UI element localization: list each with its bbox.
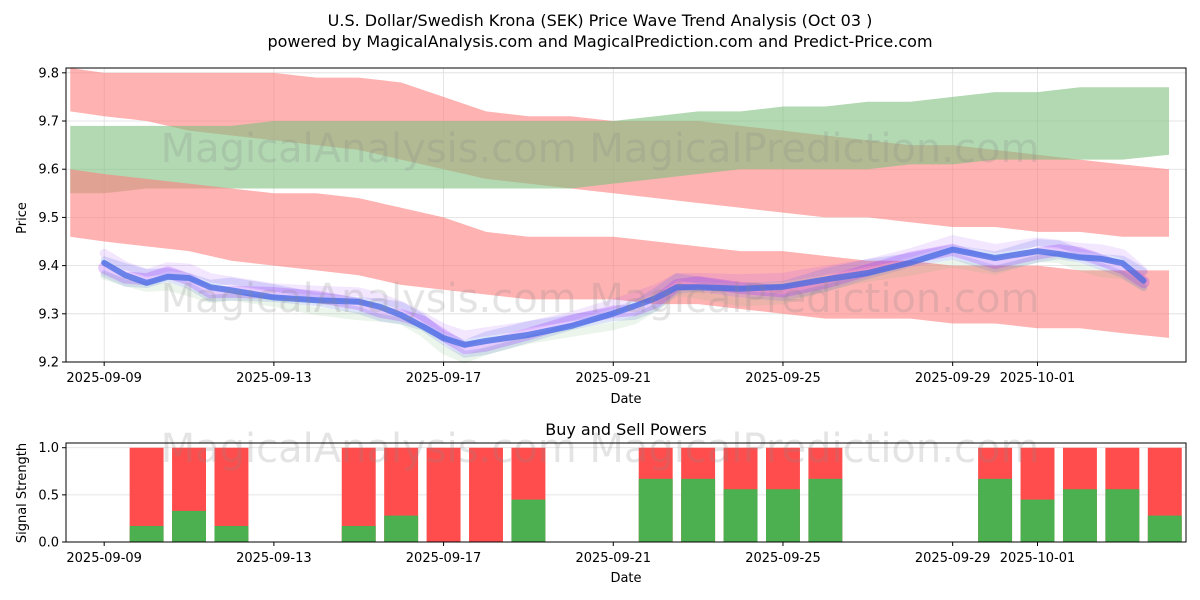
signal-x-tick-label: 2025-09-29 xyxy=(915,551,991,566)
signal-x-axis-label: Date xyxy=(610,571,641,586)
buy-power-bar xyxy=(1105,489,1140,542)
buy-power-bar xyxy=(172,510,206,542)
price-y-axis-label: Price xyxy=(15,202,30,234)
price-panel: MagicalAnalysis.com MagicalPrediction.co… xyxy=(15,66,1187,407)
price-x-tick-label: 2025-09-25 xyxy=(745,371,821,386)
price-x-tick-label: 2025-09-09 xyxy=(66,371,142,386)
signal-x-tick-label: 2025-10-01 xyxy=(1000,551,1076,566)
signal-y-tick-label: 0.0 xyxy=(38,536,59,551)
price-wave-line-5 xyxy=(101,246,1147,348)
price-y-tick-label: 9.7 xyxy=(38,115,59,130)
signal-panel: Buy and Sell Powers MagicalAnalysis.com … xyxy=(15,420,1187,586)
chart-title-line2: powered by MagicalAnalysis.com and Magic… xyxy=(267,32,932,51)
price-plot-border xyxy=(65,67,1187,363)
sell-power-bar xyxy=(426,447,461,542)
buy-power-bar xyxy=(766,489,800,542)
buy-power-bar xyxy=(1020,499,1055,542)
price-x-tick-label: 2025-09-29 xyxy=(915,371,991,386)
signal-plot-border xyxy=(65,442,1187,543)
sell-power-bar xyxy=(469,447,503,542)
signal-x-tick-label: 2025-09-21 xyxy=(575,551,651,566)
price-wave-line-2 xyxy=(99,235,1149,340)
buy-power-bar xyxy=(341,525,376,542)
signal-bars xyxy=(129,447,1182,542)
signal-x-tick-label: 2025-09-09 xyxy=(66,551,142,566)
signal-x-tick-label: 2025-09-25 xyxy=(745,551,821,566)
signal-y-tick-label: 0.5 xyxy=(38,488,59,503)
price-y-tick-label: 9.5 xyxy=(38,211,59,226)
price-y-ticks: 9.2 9.3 9.4 9.5 9.6 9.7 9.8 xyxy=(38,66,66,371)
price-y-tick-label: 9.6 xyxy=(38,163,59,178)
price-y-tick-label: 9.2 xyxy=(38,356,59,371)
signal-panel-title: Buy and Sell Powers xyxy=(545,420,707,439)
price-wave-line-3 xyxy=(100,254,1148,364)
price-y-tick-label: 9.4 xyxy=(38,259,59,274)
signal-y-tick-label: 1.0 xyxy=(38,441,59,456)
buy-power-bar xyxy=(978,478,1013,542)
signal-x-tick-label: 2025-09-17 xyxy=(406,551,482,566)
buy-power-bar xyxy=(1062,489,1097,542)
price-bands xyxy=(70,68,1170,338)
signal-x-ticks: 2025-09-09 2025-09-13 2025-09-17 2025-09-21… xyxy=(66,542,1075,566)
price-x-tick-label: 2025-09-17 xyxy=(406,371,482,386)
price-wave-lines xyxy=(98,235,1150,364)
price-x-tick-label: 2025-09-13 xyxy=(236,371,312,386)
buy-power-bar xyxy=(384,515,419,542)
price-band-1 xyxy=(70,87,1170,194)
signal-y-axis-label: Signal Strength xyxy=(15,443,30,543)
signal-watermark: MagicalAnalysis.com MagicalPrediction.co… xyxy=(161,426,1040,472)
price-x-tick-label: 2025-10-01 xyxy=(1000,371,1076,386)
price-y-tick-label: 9.3 xyxy=(38,307,59,322)
buy-power-bar xyxy=(1147,515,1182,542)
price-x-tick-label: 2025-09-21 xyxy=(575,371,651,386)
price-watermark-1: MagicalAnalysis.com MagicalPrediction.co… xyxy=(161,126,1040,172)
buy-power-bar xyxy=(808,478,843,542)
buy-power-bar xyxy=(723,489,758,542)
signal-x-tick-label: 2025-09-13 xyxy=(236,551,312,566)
chart-title-line1: U.S. Dollar/Swedish Krona (SEK) Price Wa… xyxy=(328,11,873,30)
buy-power-bar xyxy=(129,525,164,542)
buy-power-bar xyxy=(681,478,716,542)
buy-power-bar xyxy=(214,525,249,542)
price-wave-line-0 xyxy=(100,239,1148,348)
buy-power-bar xyxy=(638,478,673,542)
price-y-tick-label: 9.8 xyxy=(38,66,59,81)
signal-y-ticks: 0.0 0.5 1.0 xyxy=(38,441,66,551)
price-x-ticks: 2025-09-09 2025-09-13 2025-09-17 2025-09-21… xyxy=(66,362,1075,386)
price-x-axis-label: Date xyxy=(610,392,641,407)
price-band-2 xyxy=(70,169,1170,338)
buy-power-bar xyxy=(511,499,546,542)
price-watermark-2: MagicalAnalysis.com MagicalPrediction.co… xyxy=(161,276,1040,322)
